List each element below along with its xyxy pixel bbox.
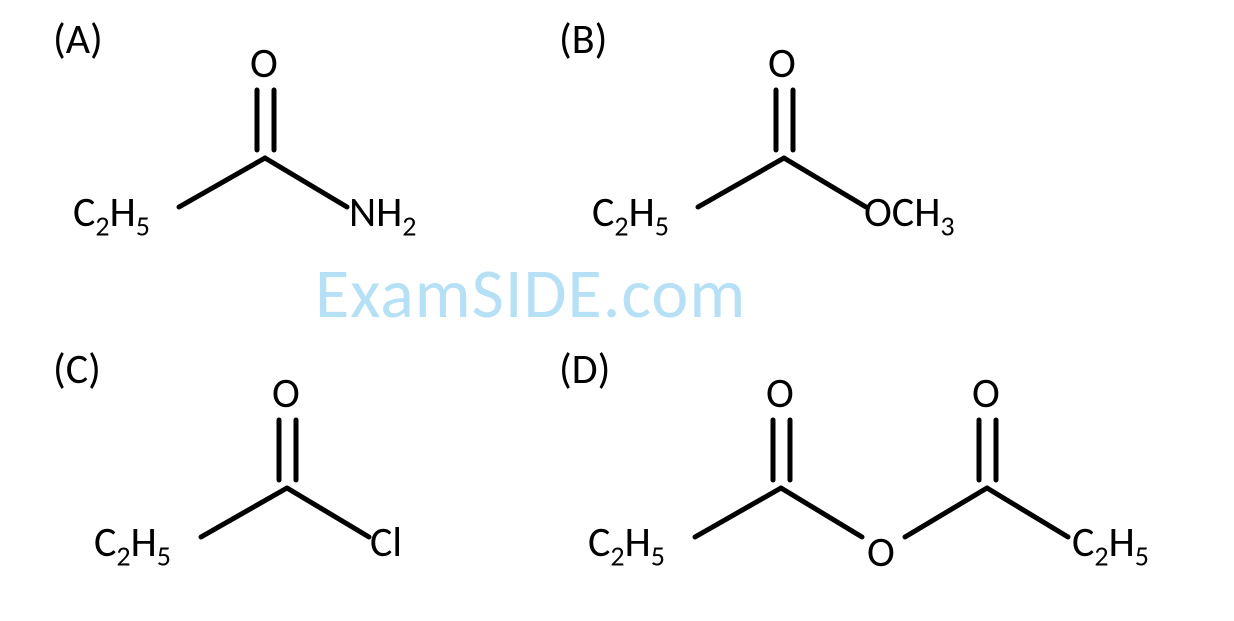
bond-line xyxy=(265,158,347,207)
atom-label: C2H5 xyxy=(592,187,669,243)
atom-label: O xyxy=(768,38,796,89)
atom-label: O xyxy=(250,38,278,89)
atom-label: O xyxy=(867,527,895,578)
atom-label: OCH3 xyxy=(864,187,955,243)
atom-label: O xyxy=(272,368,300,419)
bond-line xyxy=(784,158,866,207)
atom-label: NH2 xyxy=(349,187,416,243)
atom-label: Cl xyxy=(370,517,402,568)
atom-label: O xyxy=(972,368,1000,419)
bond-line xyxy=(905,488,987,537)
bond-line xyxy=(179,158,265,207)
atom-label: C2H5 xyxy=(588,517,665,573)
atom-label: C2H5 xyxy=(94,517,171,573)
atom-label: C2H5 xyxy=(1072,517,1149,573)
atom-label: O xyxy=(766,368,794,419)
bond-line xyxy=(698,158,784,207)
bond-line xyxy=(695,488,781,537)
bond-line xyxy=(201,488,287,537)
atom-label: C2H5 xyxy=(73,187,150,243)
bond-line xyxy=(287,488,369,537)
bond-line xyxy=(781,488,862,537)
bond-line xyxy=(987,488,1068,537)
